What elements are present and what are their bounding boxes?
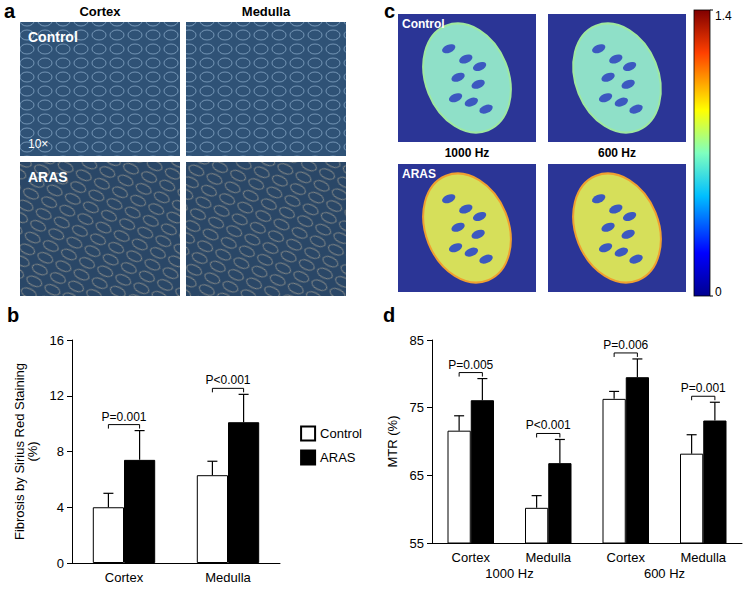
svg-text:8: 8 bbox=[57, 444, 64, 459]
svg-text:55: 55 bbox=[410, 536, 424, 551]
svg-text:P=0.005: P=0.005 bbox=[448, 358, 493, 372]
svg-text:Cortex: Cortex bbox=[607, 550, 646, 565]
svg-text:MTR (%): MTR (%) bbox=[385, 416, 400, 468]
svg-text:Cortex: Cortex bbox=[452, 550, 491, 565]
svg-text:c: c bbox=[384, 0, 395, 22]
svg-text:Cortex: Cortex bbox=[79, 4, 121, 19]
svg-text:ARAS: ARAS bbox=[320, 450, 356, 465]
svg-text:600 Hz: 600 Hz bbox=[644, 566, 685, 581]
svg-text:4: 4 bbox=[57, 500, 64, 515]
svg-text:1.4: 1.4 bbox=[715, 9, 732, 23]
svg-text:Medulla: Medulla bbox=[205, 570, 251, 585]
svg-text:P=0.001: P=0.001 bbox=[101, 410, 146, 424]
svg-text:85: 85 bbox=[410, 333, 424, 348]
svg-text:10×: 10× bbox=[28, 137, 48, 151]
svg-text:d: d bbox=[383, 304, 395, 326]
svg-text:Control: Control bbox=[320, 426, 362, 441]
svg-text:Fibrosis by Sirius Red Stainin: Fibrosis by Sirius Red Staining bbox=[11, 363, 27, 540]
svg-text:P<0.001: P<0.001 bbox=[526, 418, 571, 432]
svg-text:ARAS: ARAS bbox=[402, 167, 436, 181]
svg-text:1000 Hz: 1000 Hz bbox=[485, 566, 533, 581]
svg-text:Medulla: Medulla bbox=[525, 550, 571, 565]
svg-text:0: 0 bbox=[57, 556, 64, 571]
svg-text:P<0.001: P<0.001 bbox=[205, 373, 250, 387]
svg-text:16: 16 bbox=[50, 333, 64, 348]
svg-text:a: a bbox=[4, 0, 16, 22]
svg-text:600 Hz: 600 Hz bbox=[598, 146, 636, 160]
svg-text:Cortex: Cortex bbox=[105, 570, 144, 585]
svg-text:12: 12 bbox=[50, 388, 64, 403]
svg-text:Control: Control bbox=[402, 17, 445, 31]
svg-text:65: 65 bbox=[410, 468, 424, 483]
svg-text:b: b bbox=[7, 304, 19, 326]
svg-text:Medulla: Medulla bbox=[242, 4, 291, 19]
svg-text:75: 75 bbox=[410, 400, 424, 415]
svg-text:(%): (%) bbox=[25, 441, 40, 461]
svg-text:Control: Control bbox=[28, 29, 78, 45]
svg-text:ARAS: ARAS bbox=[28, 169, 68, 185]
svg-text:1000 Hz: 1000 Hz bbox=[445, 146, 490, 160]
svg-text:Medulla: Medulla bbox=[680, 550, 726, 565]
svg-text:P=0.006: P=0.006 bbox=[603, 338, 648, 352]
svg-text:0: 0 bbox=[715, 285, 722, 299]
svg-text:P=0.001: P=0.001 bbox=[681, 381, 726, 395]
